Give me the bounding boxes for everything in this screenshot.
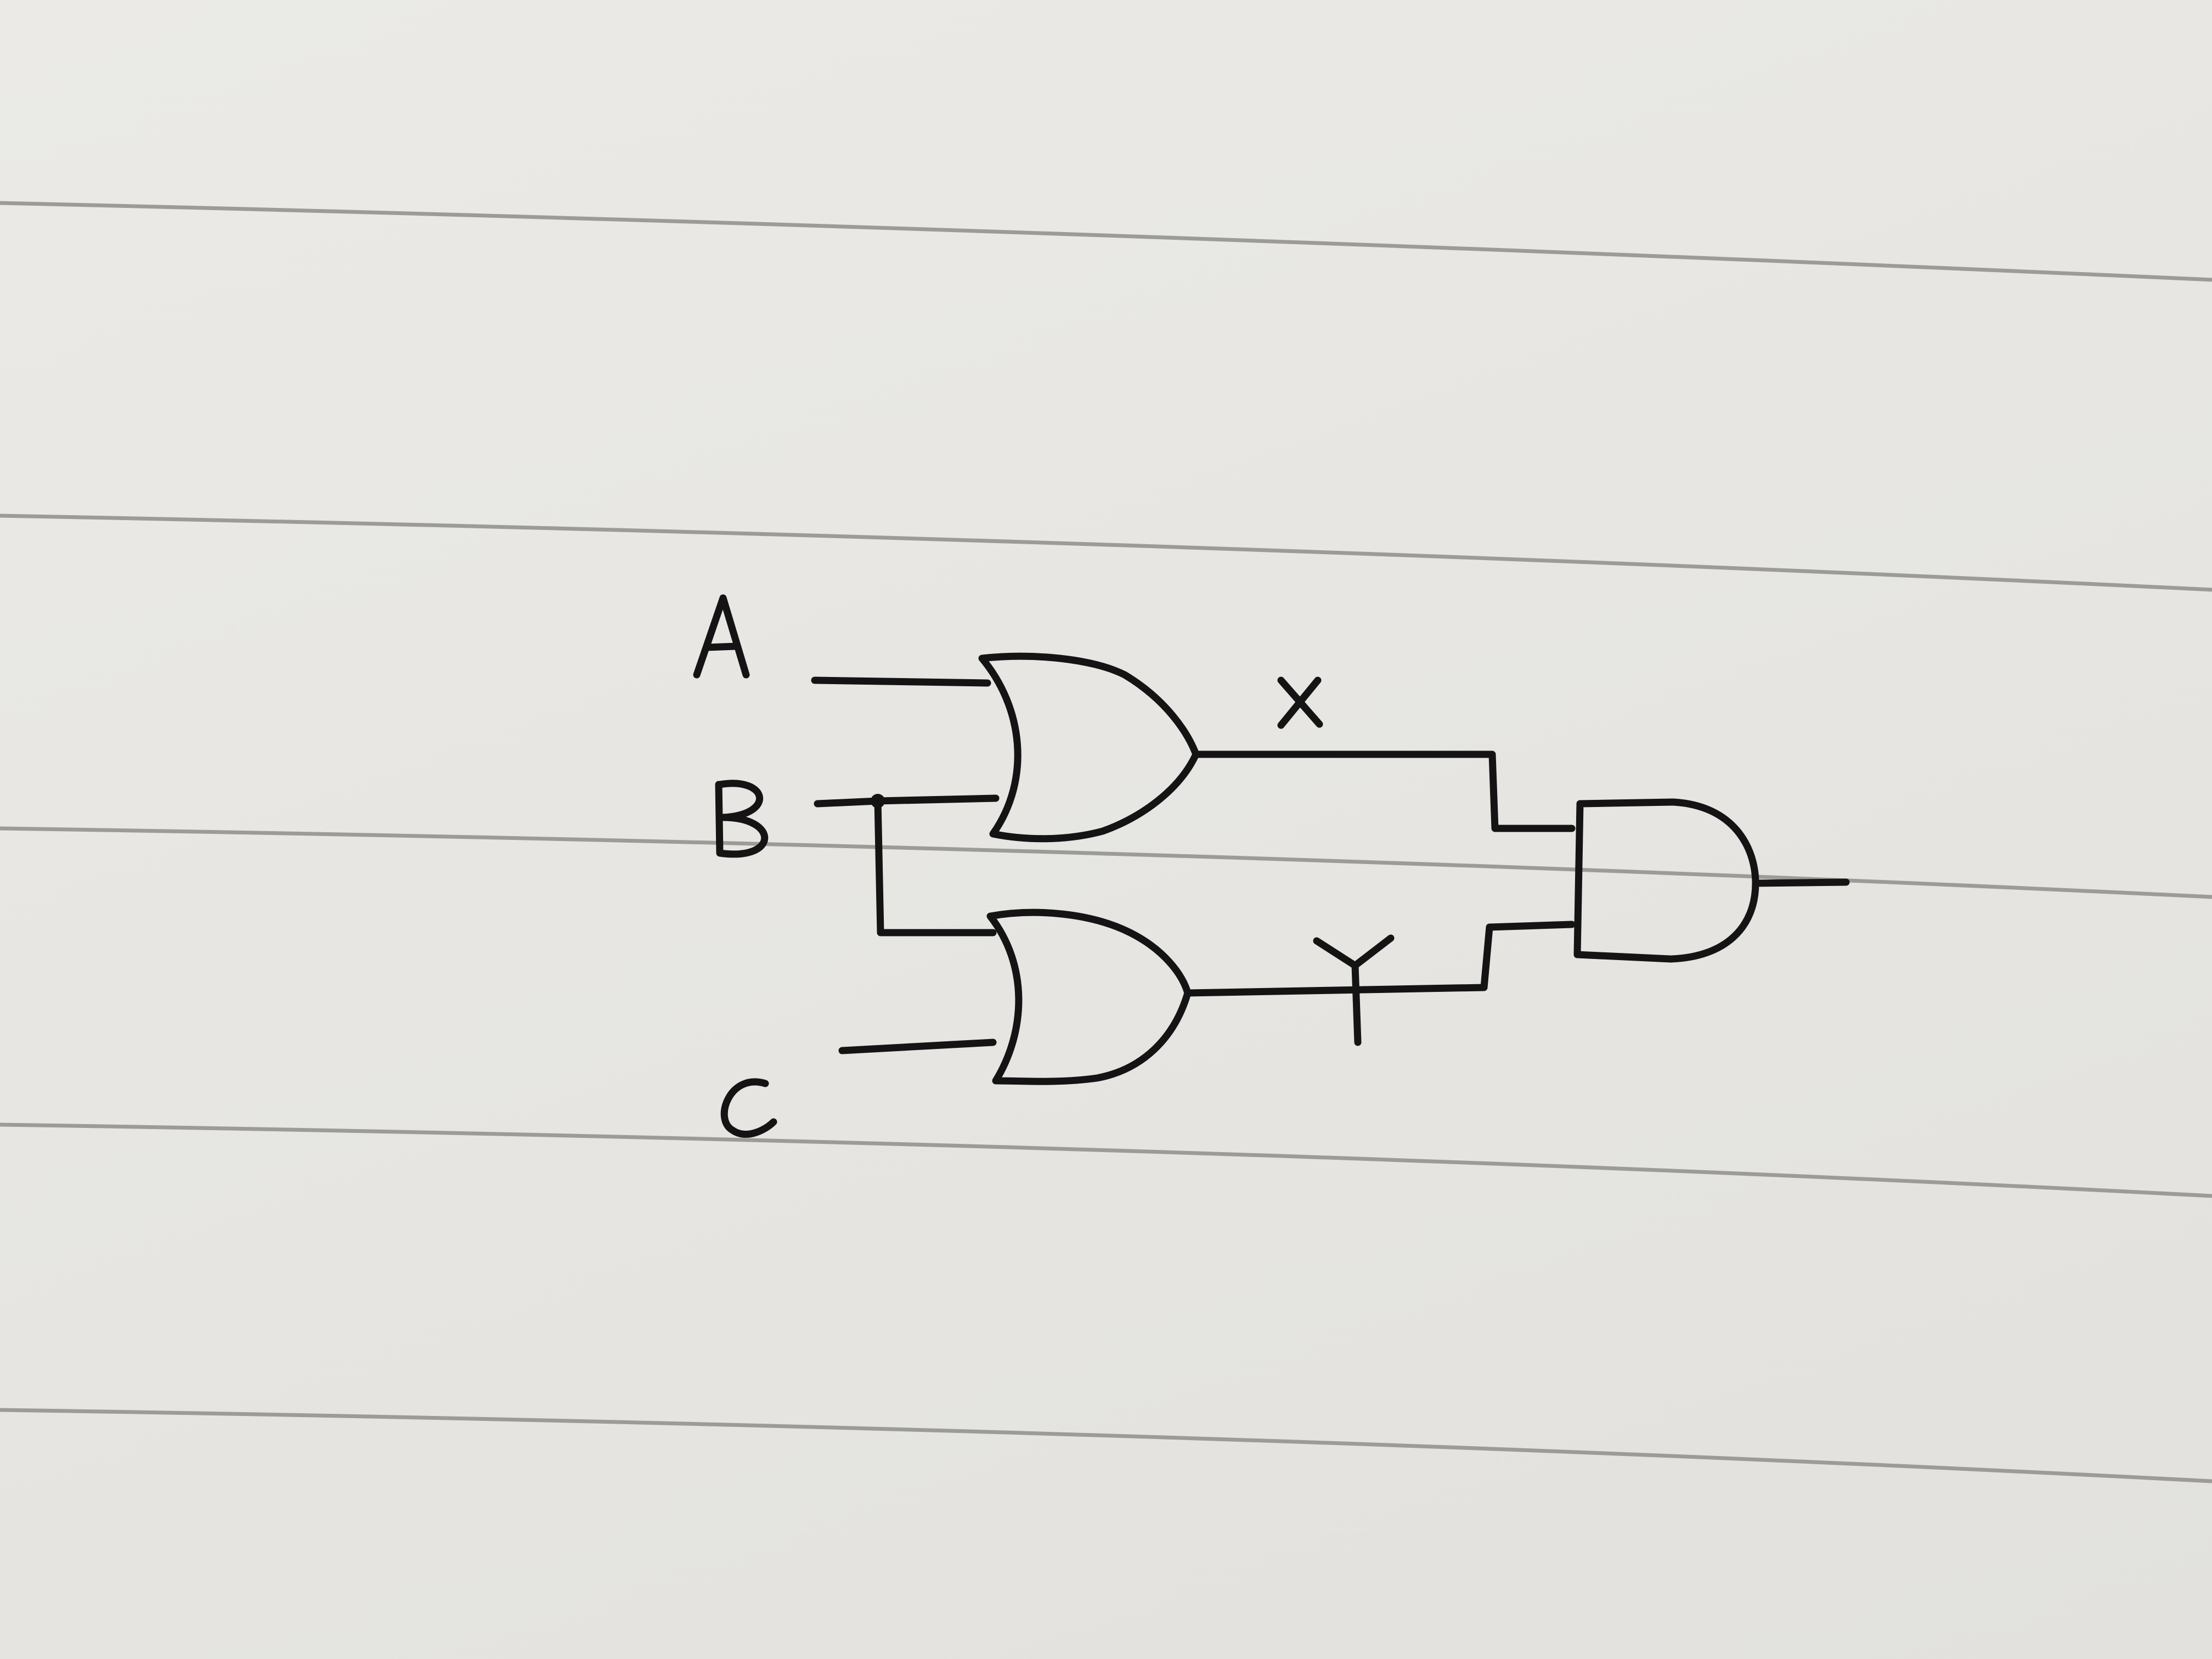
wire-b-branch xyxy=(874,797,997,936)
label-a xyxy=(693,594,750,679)
ruled-lines xyxy=(0,201,2212,1483)
wire-y xyxy=(1184,921,1576,997)
signal-labels xyxy=(693,594,1395,1138)
ruled-line xyxy=(0,1408,2212,1483)
junction-dot xyxy=(871,794,885,808)
label-c xyxy=(720,1078,777,1138)
label-y xyxy=(1313,934,1395,1046)
wire-a xyxy=(811,676,991,687)
ruled-line xyxy=(0,1122,2212,1198)
wire-x xyxy=(1192,751,1576,832)
wires xyxy=(811,676,1850,1054)
ruled-line xyxy=(0,201,2212,282)
or-gate-bottom xyxy=(986,909,1192,1085)
wire-b xyxy=(814,794,1000,808)
wire-c xyxy=(838,1039,997,1054)
or-gate-top xyxy=(978,652,1200,843)
ruled-line xyxy=(0,514,2212,592)
ruled-line xyxy=(0,826,2212,899)
gates xyxy=(978,652,1759,1085)
label-x xyxy=(1277,676,1323,729)
and-gate xyxy=(1573,798,1759,963)
wire-output xyxy=(1752,878,1850,887)
label-b xyxy=(715,780,769,858)
